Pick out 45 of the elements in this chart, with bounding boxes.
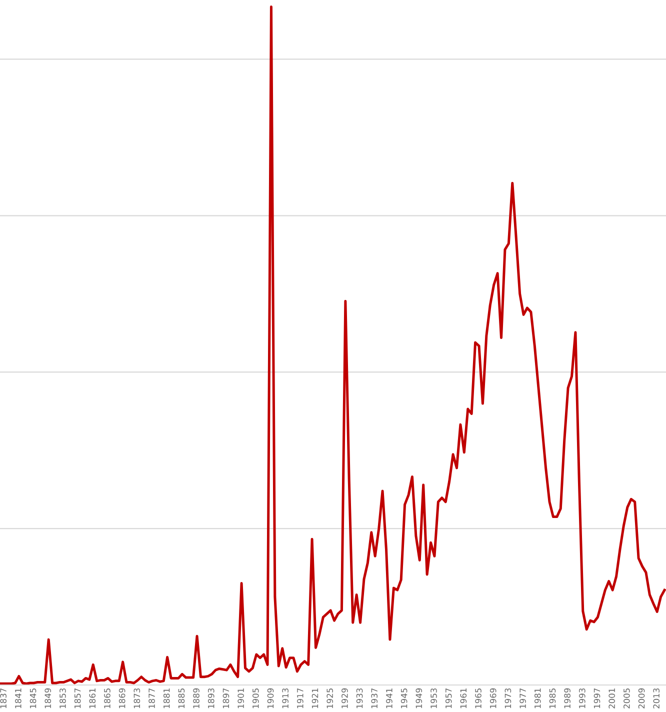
x-tick-label: 1945 (400, 688, 408, 708)
x-tick-label: 1869 (118, 688, 126, 708)
x-tick-label: 1861 (89, 688, 96, 708)
x-tick-label: 1897 (222, 688, 230, 708)
x-tick-label: 1921 (312, 688, 318, 708)
x-tick-label: 1969 (490, 688, 496, 708)
x-tick-label: 1865 (104, 688, 110, 708)
x-tick-label: 1953 (430, 688, 437, 708)
x-tick-label: 2009 (638, 688, 645, 708)
x-tick-label: 1893 (208, 688, 214, 708)
x-tick-label: 1889 (193, 688, 200, 708)
x-tick-label: 1909 (267, 688, 274, 708)
x-tick-label: 1949 (416, 688, 422, 708)
x-tick-label: 1905 (252, 688, 259, 708)
x-tick-label: 1877 (148, 688, 155, 708)
x-tick-label: 1981 (534, 688, 541, 708)
x-tick-label: 1993 (579, 688, 586, 708)
x-tick-label: 2013 (653, 688, 660, 708)
x-tick-label: 1925 (326, 688, 334, 708)
x-tick-label: 1885 (178, 688, 185, 708)
x-tick-label: 1853 (60, 688, 66, 708)
x-tick-label: 1917 (297, 688, 304, 708)
x-tick-label: 1849 (44, 688, 52, 708)
x-tick-label: 1873 (134, 688, 140, 708)
x-tick-label: 1957 (445, 688, 452, 708)
x-tick-label: 1989 (564, 688, 570, 708)
x-tick-label: 1997 (594, 688, 600, 708)
x-tick-label: 1937 (371, 688, 378, 708)
x-tick-label: 1837 (0, 688, 6, 708)
x-tick-label: 2005 (624, 688, 630, 708)
x-tick-label: 1845 (30, 688, 36, 708)
x-tick-label: 1857 (74, 688, 81, 708)
x-tick-label: 1941 (386, 688, 392, 708)
x-tick-label: 1985 (549, 688, 556, 708)
x-tick-label: 1961 (460, 688, 467, 708)
x-tick-label: 1977 (520, 688, 526, 708)
x-tick-label: 1913 (282, 688, 288, 708)
x-tick-label: 1929 (342, 688, 348, 708)
x-tick-label: 1933 (356, 688, 363, 708)
x-tick-label: 2001 (608, 688, 615, 708)
x-tick-label: 1965 (475, 688, 482, 708)
x-tick-label: 1841 (15, 688, 22, 708)
x-tick-label: 1973 (504, 688, 512, 708)
x-tick-label: 1901 (238, 688, 244, 708)
x-tick-label: 1881 (163, 688, 170, 708)
